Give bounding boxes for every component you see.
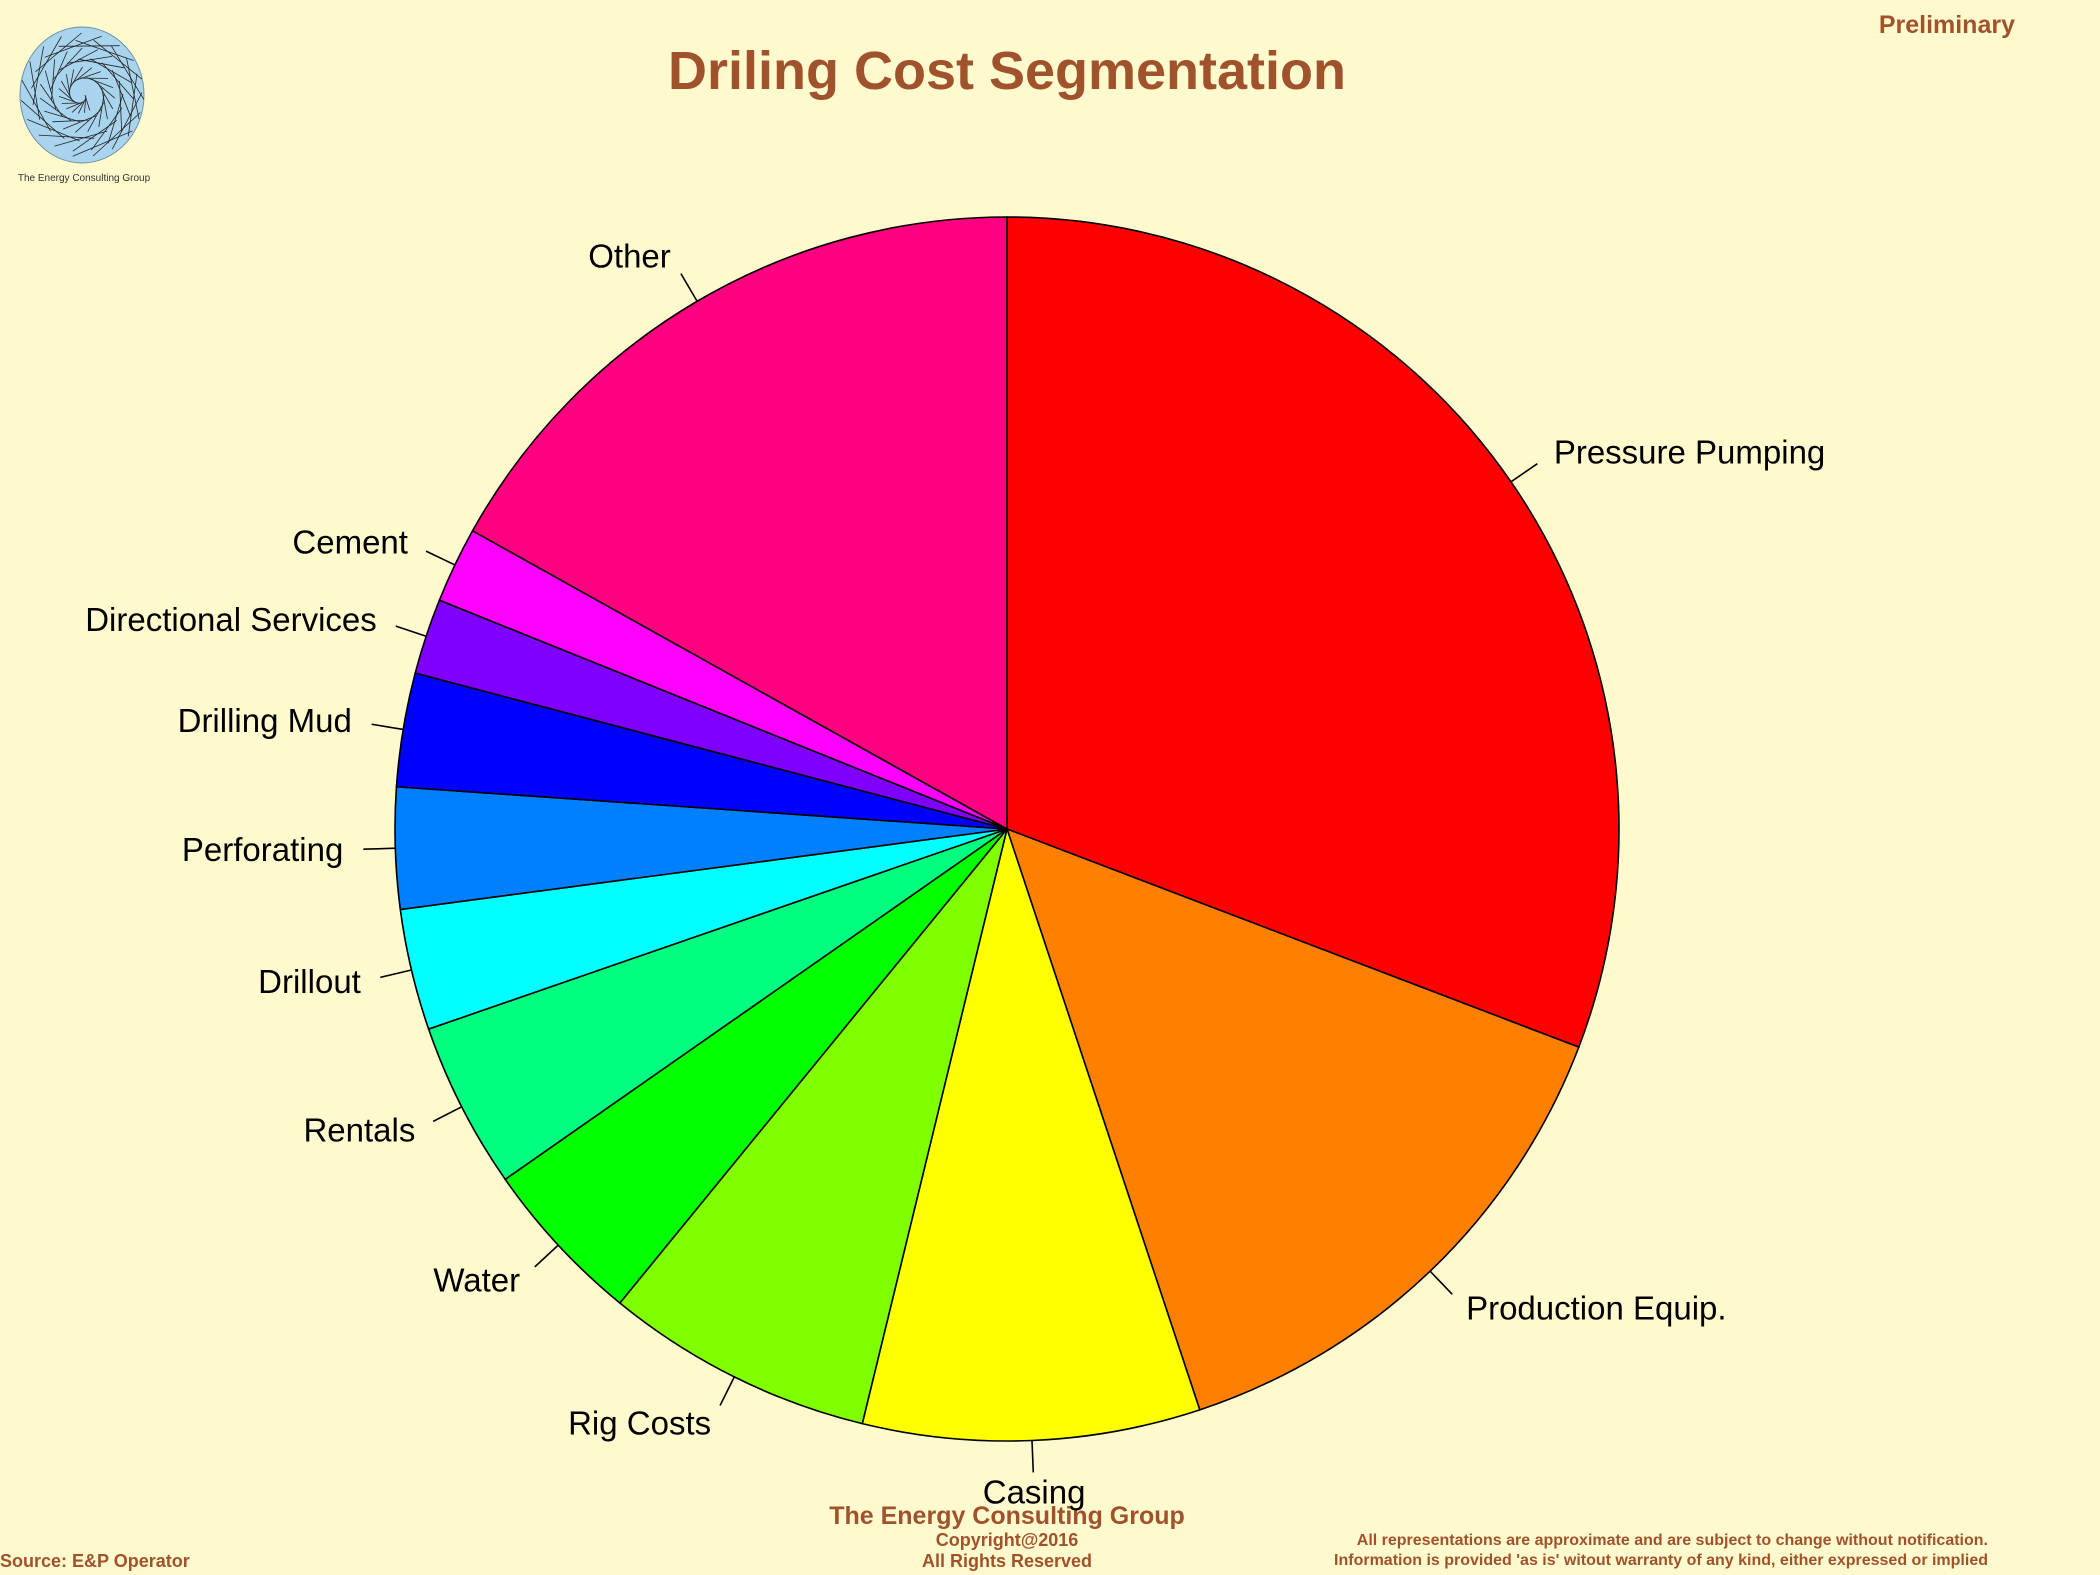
- logo: [16, 24, 152, 194]
- pie-label-rentals: Rentals: [303, 1111, 415, 1148]
- pie-label-perforating: Perforating: [182, 831, 343, 868]
- logo-caption: The Energy Consulting Group: [17, 173, 151, 184]
- label-tick-cement: [425, 550, 456, 566]
- disclaimer-line-1: All representations are approximate and …: [1356, 1532, 1988, 1549]
- pie-label-drilling-mud: Drilling Mud: [178, 702, 352, 739]
- label-tick-rig-costs: [719, 1376, 736, 1406]
- spiral-logo-icon: [19, 26, 145, 164]
- label-tick-rentals: [432, 1106, 463, 1123]
- pie-slice-production-equip: [1005, 827, 1580, 1411]
- label-tick-drilling-mud: [371, 723, 404, 731]
- pie-label-casing: Casing: [983, 1473, 1086, 1510]
- label-tick-pressure-pumping: [1510, 463, 1538, 483]
- footer-company: The Energy Consulting Group: [829, 1502, 1185, 1530]
- source-note: Source: E&P Operator: [0, 1551, 190, 1571]
- pie-label-cement: Cement: [292, 524, 408, 561]
- pie-label-production-equip: Production Equip.: [1466, 1290, 1727, 1327]
- pie-slice-rentals: [427, 828, 1008, 1181]
- footer-copyright: Copyright@2016: [935, 1530, 1079, 1550]
- label-tick-production-equip: [1429, 1270, 1453, 1295]
- pie-slices: [394, 216, 1620, 1442]
- label-tick-water: [534, 1244, 559, 1268]
- status-badge: Preliminary: [1878, 11, 2015, 39]
- footer-rights: All Rights Reserved: [921, 1551, 1093, 1571]
- pie-label-pressure-pumping: Pressure Pumping: [1554, 433, 1825, 470]
- pie-label-directional-services: Directional Services: [85, 601, 377, 638]
- pie-labels: Pressure Pumping Production Equip. Casing R…: [85, 237, 1825, 1510]
- pie-slice-casing: [861, 826, 1201, 1442]
- chart-title: Driling Cost Segmentation: [667, 41, 1347, 101]
- label-tick-perforating: [363, 847, 396, 851]
- pie-label-ticks: [363, 273, 1538, 1473]
- disclaimer-line-2: Information is provided 'as is' witout w…: [1334, 1552, 1988, 1569]
- label-tick-casing: [1031, 1440, 1035, 1473]
- pie-label-water: Water: [433, 1261, 520, 1298]
- pie-label-drillout: Drillout: [258, 963, 361, 1000]
- pie-slice-water: [504, 828, 1008, 1305]
- pie-label-rig-costs: Rig Costs: [568, 1404, 711, 1441]
- label-tick-other: [680, 273, 698, 302]
- label-tick-drillout: [380, 969, 412, 979]
- pie-label-other: Other: [588, 237, 671, 274]
- label-tick-directional-services: [395, 625, 427, 637]
